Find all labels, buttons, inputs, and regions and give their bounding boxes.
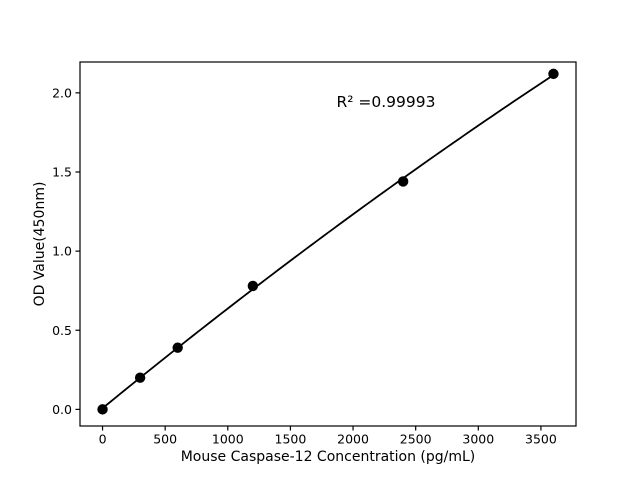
x-tick-label: 2000 xyxy=(337,432,369,447)
fit-line xyxy=(101,74,555,410)
y-tick-label: 0.5 xyxy=(52,323,72,338)
x-axis-label: Mouse Caspase-12 Concentration (pg/mL) xyxy=(180,449,476,465)
x-tick-label: 500 xyxy=(153,432,177,447)
y-tick-label: 1.0 xyxy=(52,244,72,259)
y-tick-label: 1.5 xyxy=(52,164,72,179)
data-point xyxy=(134,372,146,383)
y-axis-label: OD Value(450nm) xyxy=(32,181,48,307)
x-tick-label: 1000 xyxy=(212,432,244,447)
data-point xyxy=(247,280,259,292)
x-tick-label: 2500 xyxy=(400,432,432,447)
plot-border xyxy=(79,61,577,427)
data-point xyxy=(97,404,108,415)
x-tick-label: 0 xyxy=(99,432,107,447)
data-point xyxy=(397,176,409,187)
x-tick-label: 3000 xyxy=(462,432,494,447)
data-point xyxy=(172,342,183,353)
y-tick-label: 0.0 xyxy=(52,402,72,417)
data-point xyxy=(548,68,559,80)
x-tick-label: 3500 xyxy=(525,432,557,447)
x-tick-label: 1500 xyxy=(275,432,307,447)
y-tick-label: 2.0 xyxy=(52,85,72,100)
r-squared-annotation: R² =0.99993 xyxy=(336,93,436,111)
